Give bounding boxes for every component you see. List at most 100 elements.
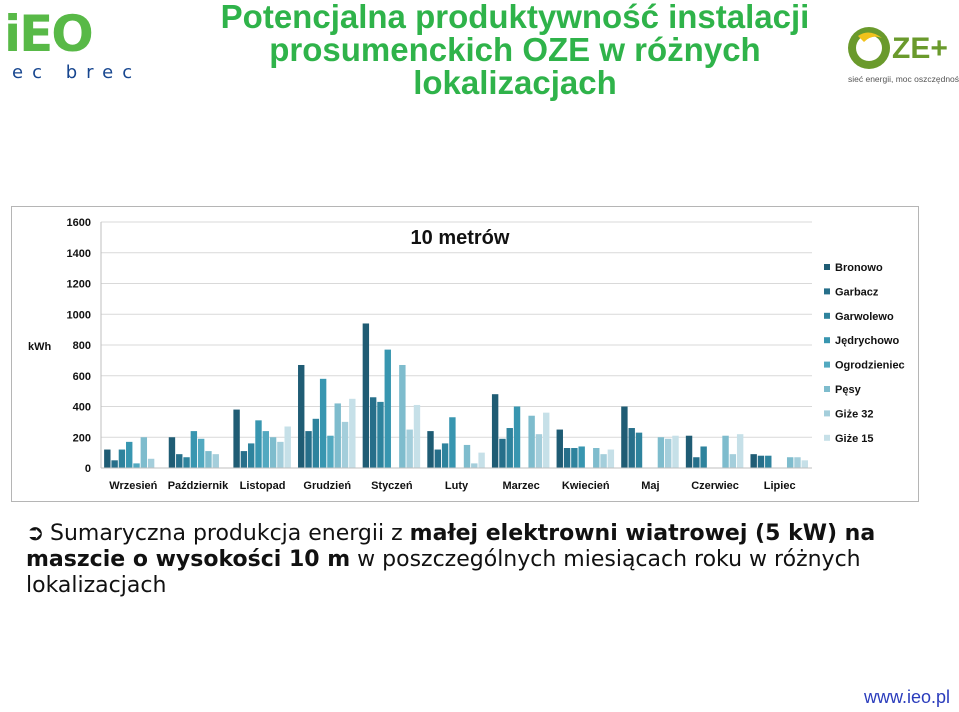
legend-swatch <box>824 361 830 368</box>
x-tick-label: Styczeń <box>371 480 413 492</box>
bar <box>312 418 320 468</box>
bar <box>384 349 391 468</box>
bar <box>449 417 456 468</box>
bar <box>269 437 277 468</box>
legend-swatch <box>824 410 830 417</box>
bar <box>543 412 550 468</box>
oze-logo-word: ZE+ <box>892 32 948 65</box>
bar <box>427 431 434 468</box>
x-tick-label: Luty <box>445 480 469 492</box>
bar <box>700 446 707 468</box>
bar <box>334 403 341 468</box>
bar <box>327 435 334 468</box>
bar <box>240 451 248 468</box>
legend-swatch <box>824 288 830 295</box>
bar <box>190 431 198 468</box>
x-tick-label: Marzec <box>502 480 539 492</box>
chart-legend: Bronowo Garbacz Garwolewo Jędrychowo Ogrodzi… <box>824 262 905 445</box>
ieo-logo-word: iEO <box>4 5 94 63</box>
bar <box>255 420 262 468</box>
ieo-logo-subtitle: ec brec <box>12 62 142 83</box>
bar <box>104 449 111 468</box>
bar <box>247 443 255 468</box>
chart-frame: 10 metrów kWh 0 200 400 600 800 1000 1200 1400 1… <box>11 206 919 502</box>
bar <box>757 455 765 468</box>
bar <box>672 435 679 468</box>
bar <box>722 435 729 468</box>
bar-series <box>104 323 808 468</box>
bar <box>657 437 665 468</box>
legend-label: Garwolewo <box>835 311 894 323</box>
chart-title: 10 metrów <box>411 227 510 249</box>
bar <box>628 428 635 468</box>
y-tick-label: 800 <box>73 340 91 352</box>
oze-logo-graphic: ZE+ <box>848 27 948 69</box>
caption-bold: małej elektrowni wiatrowej (5 kW) na mas… <box>26 521 876 572</box>
bar <box>305 431 312 468</box>
bar <box>693 457 700 468</box>
bar <box>736 434 744 468</box>
bar <box>471 463 478 468</box>
x-tick-label: Lipiec <box>764 480 796 492</box>
oze-logo-o-inner <box>856 35 882 61</box>
bar <box>212 454 219 468</box>
y-tick-label: 400 <box>73 402 91 414</box>
bar <box>556 429 563 468</box>
footer-url[interactable]: www.ieo.pl <box>863 687 950 707</box>
legend-swatch <box>824 386 830 392</box>
bar <box>578 446 585 468</box>
x-tick-label: Grudzień <box>303 480 351 492</box>
title-line-3: lokalizacjach <box>413 64 617 101</box>
y-tick-label: 200 <box>73 432 91 444</box>
y-tick-label: 0 <box>85 463 91 475</box>
bar <box>441 443 449 468</box>
bar <box>765 455 772 468</box>
bar <box>794 457 801 468</box>
bar <box>434 449 441 468</box>
oze-logo: ZE+ sieć energii, moc oszczędności <box>842 24 959 88</box>
bar <box>513 406 521 468</box>
bar <box>685 435 693 468</box>
bar <box>463 444 471 468</box>
bar <box>571 448 578 468</box>
legend-label: Giże 32 <box>835 408 874 420</box>
bar <box>600 454 607 468</box>
bar <box>406 429 413 468</box>
bar <box>362 323 370 468</box>
bar <box>621 406 628 468</box>
bar <box>277 441 284 468</box>
x-tick-label: Kwiecień <box>562 480 610 492</box>
x-tick-label: Wrzesień <box>109 480 157 492</box>
bar <box>262 431 269 468</box>
bar <box>168 437 176 468</box>
legend-label: Jędrychowo <box>835 335 899 347</box>
arrow-icon: ➲ <box>26 521 45 546</box>
legend-label: Garbacz <box>835 286 879 298</box>
bar <box>341 421 349 468</box>
leaf-icon <box>858 32 882 42</box>
bar <box>140 437 148 468</box>
legend-swatch <box>824 434 830 441</box>
bar <box>284 426 291 468</box>
oze-logo-tagline: sieć energii, moc oszczędności <box>848 74 959 84</box>
bar <box>183 457 190 468</box>
bar <box>750 454 757 468</box>
y-tick-label: 1200 <box>67 279 91 291</box>
ieo-logo: iEO ec brec <box>4 8 144 90</box>
title-line-1: Potencjalna produktywność instalacji <box>220 0 810 35</box>
page-title: Potencjalna produktywność instalacji pro… <box>190 0 840 99</box>
bar <box>801 460 808 468</box>
bar <box>369 397 377 468</box>
y-tick-label: 1600 <box>67 217 91 229</box>
bar <box>197 438 205 468</box>
y-axis-label: kWh <box>28 341 52 353</box>
bar <box>176 454 183 468</box>
title-line-2: prosumenckich OZE w różnych <box>269 31 761 68</box>
y-tick-label: 1000 <box>67 309 91 321</box>
bar <box>491 394 499 468</box>
bar <box>665 438 672 468</box>
x-axis-labels: Wrzesień Październik Listopad Grudzień Stycz… <box>101 467 812 492</box>
legend-label: Ogrodzieniec <box>835 360 905 372</box>
caption-text-end: w poszczególnych miesiącach roku w różny… <box>26 547 861 598</box>
bar <box>126 441 133 468</box>
